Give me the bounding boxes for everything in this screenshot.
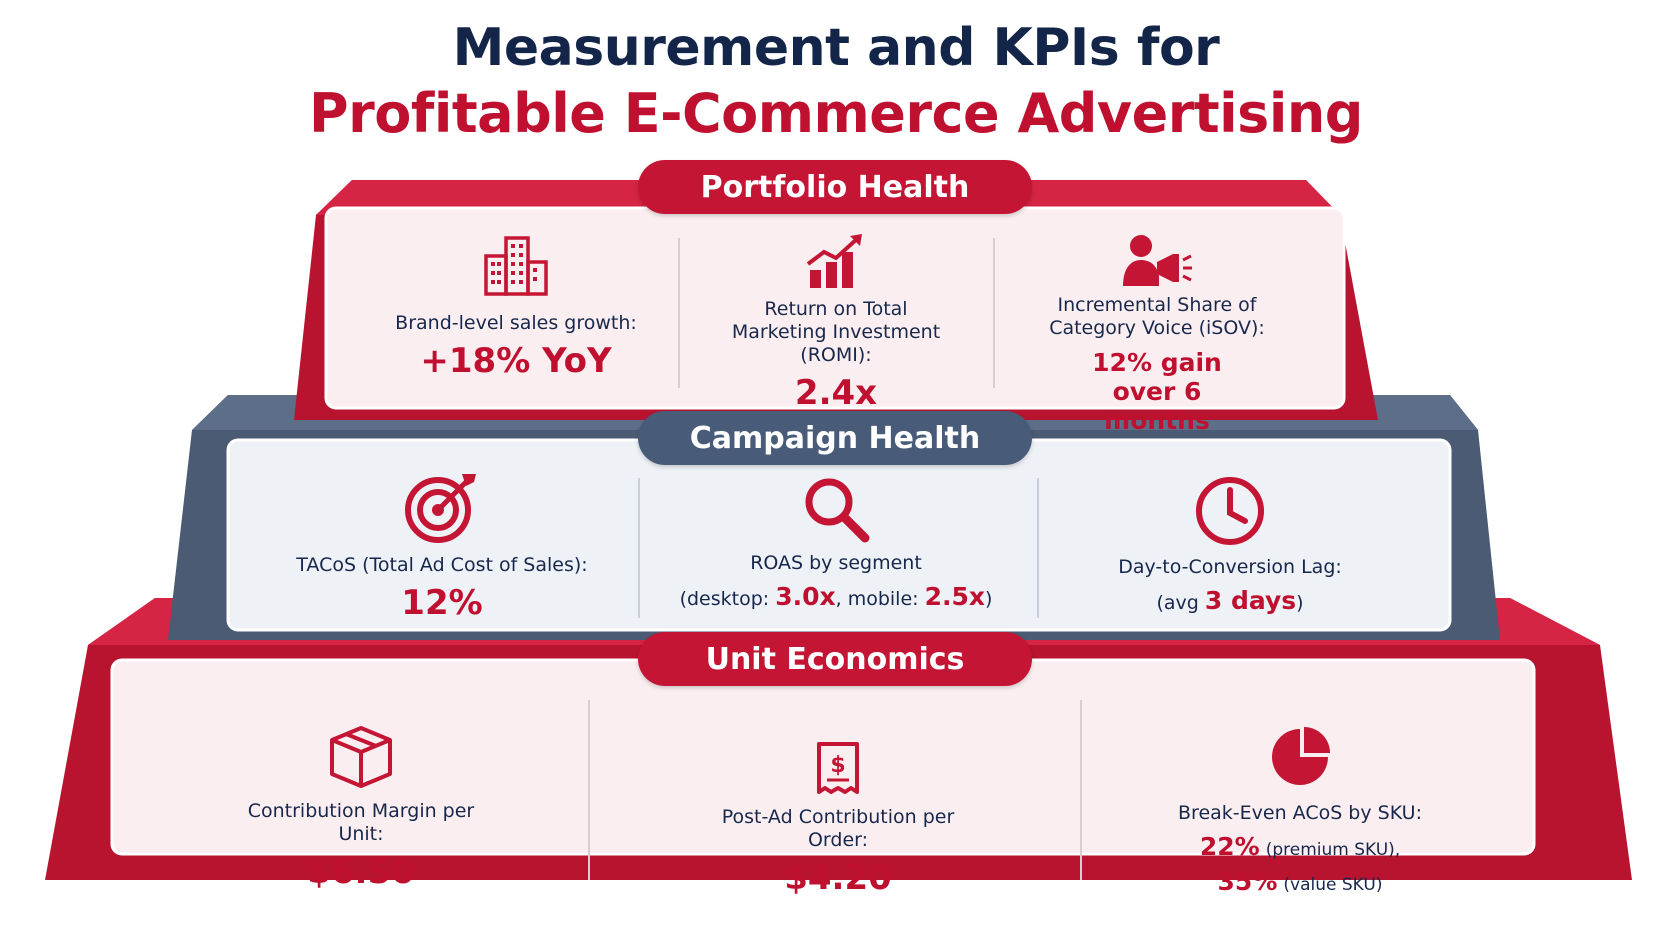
campaign-health-pill: Campaign Health — [638, 411, 1032, 465]
divider — [638, 478, 640, 618]
metric-label: Contribution Margin per Unit: — [247, 800, 475, 845]
target-icon — [405, 474, 476, 543]
metric-value: 12% gain over 6 months — [1092, 348, 1222, 435]
title-line-1: Measurement and KPIs for — [452, 18, 1220, 78]
acos-premium-line: 22% (premium SKU), — [1199, 832, 1401, 861]
metric-label: Brand-level sales growth: — [395, 312, 637, 334]
lag-days-value: 3 days — [1204, 586, 1297, 615]
metric-romi: Return on Total Marketing Investment (RO… — [712, 232, 960, 413]
magnifier-icon — [805, 478, 870, 543]
portfolio-health-pill: Portfolio Health — [638, 160, 1032, 214]
divider — [678, 238, 680, 388]
pie-chart-icon — [1272, 727, 1330, 785]
metric-label: Break-Even ACoS by SKU: — [1178, 802, 1422, 824]
metric-isov: Incremental Share of Category Voice (iSO… — [1032, 232, 1282, 435]
metric-value: $4.20 — [784, 858, 892, 898]
divider — [1037, 478, 1039, 618]
metric-label: Incremental Share of Category Voice (iSO… — [1049, 294, 1265, 339]
divider — [1080, 700, 1082, 880]
acos-premium-value: 22% — [1199, 832, 1260, 861]
metric-label: ROAS by segment — [750, 552, 922, 574]
metric-label: TACoS (Total Ad Cost of Sales): — [296, 554, 588, 576]
roas-detail: (desktop: 3.0x, mobile: 2.5x) — [679, 582, 993, 611]
metric-value: $6.50 — [307, 852, 415, 892]
metric-day-to-conversion-lag: Day-to-Conversion Lag: (avg 3 days) — [1080, 474, 1380, 619]
metric-label: Return on Total Marketing Investment (RO… — [731, 298, 941, 366]
box-icon — [330, 726, 392, 788]
metric-post-ad-contribution: $ Post-Ad Contribution per Order: $4.20 — [718, 740, 958, 898]
roas-mobile-value: 2.5x — [924, 582, 986, 611]
metric-value: 2.4x — [794, 373, 878, 413]
divider — [588, 700, 590, 880]
metric-value: +18% YoY — [420, 341, 612, 381]
clock-icon — [1196, 477, 1264, 545]
metric-break-even-acos: Break-Even ACoS by SKU: 22% (premium SKU… — [1170, 724, 1430, 901]
bar-chart-growth-icon — [806, 234, 862, 288]
metric-tacos: TACoS (Total Ad Cost of Sales): 12% — [282, 470, 602, 623]
roas-desktop-value: 3.0x — [775, 582, 836, 611]
metric-label: Post-Ad Contribution per Order: — [721, 806, 955, 851]
metric-label: Day-to-Conversion Lag: — [1118, 556, 1342, 578]
svg-text:$: $ — [830, 753, 845, 778]
lag-detail: (avg 3 days) — [1156, 586, 1304, 615]
metric-brand-sales-growth: Brand-level sales growth: +18% YoY — [390, 234, 642, 381]
acos-value-value: 35% — [1217, 867, 1278, 896]
divider — [993, 238, 995, 388]
acos-value-line: 35% (value SKU) — [1217, 867, 1383, 896]
unit-economics-pill: Unit Economics — [638, 632, 1032, 686]
buildings-icon — [484, 236, 548, 296]
receipt-dollar-icon: $ — [817, 742, 859, 794]
title-line-2: Profitable E-Commerce Advertising — [309, 82, 1363, 145]
metric-roas-by-segment: ROAS by segment (desktop: 3.0x, mobile: … — [664, 474, 1008, 615]
megaphone-person-icon — [1123, 235, 1192, 286]
metric-value: 12% — [401, 583, 483, 623]
metric-contribution-margin: Contribution Margin per Unit: $6.50 — [236, 724, 486, 892]
